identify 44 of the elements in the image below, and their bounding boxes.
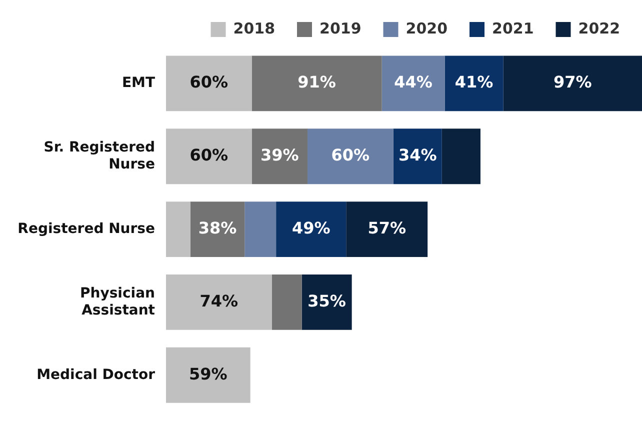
bar xyxy=(166,274,272,330)
legend-label: 2022 xyxy=(578,19,620,38)
legend-label: 2019 xyxy=(320,19,362,38)
y-tick-label: Physician Assistant xyxy=(80,285,156,318)
y-tick-label: Registered Nurse xyxy=(18,220,155,237)
bar xyxy=(166,56,252,112)
bar xyxy=(442,128,480,184)
bar xyxy=(190,202,245,258)
bar xyxy=(308,128,394,184)
data-label: 38% xyxy=(198,218,237,238)
data-label: 57% xyxy=(368,218,406,238)
bar xyxy=(252,128,308,184)
bar xyxy=(166,202,190,258)
data-label: 39% xyxy=(260,146,299,165)
data-label: 91% xyxy=(298,72,336,92)
bar xyxy=(276,202,346,258)
bar xyxy=(272,274,302,330)
legend-label: 2018 xyxy=(233,19,276,38)
data-label: 60% xyxy=(190,72,228,92)
data-label: 35% xyxy=(308,291,346,310)
data-label: 49% xyxy=(292,218,330,238)
bar xyxy=(393,128,442,184)
data-label: 34% xyxy=(398,146,437,165)
data-label: 60% xyxy=(190,146,228,165)
y-tick-label: EMT xyxy=(122,75,156,92)
bar xyxy=(252,56,382,112)
bar xyxy=(166,128,252,184)
legend-label: 2021 xyxy=(492,19,534,38)
y-tick-label: Sr. Registered Nurse xyxy=(44,140,155,172)
bar xyxy=(346,202,428,258)
legend-label: 2020 xyxy=(406,19,448,38)
bar xyxy=(302,274,352,330)
bar xyxy=(444,56,504,112)
bar xyxy=(244,202,276,258)
data-label: 74% xyxy=(200,291,238,310)
data-label: 41% xyxy=(454,72,494,92)
data-label: 44% xyxy=(394,72,432,92)
data-label: 59% xyxy=(189,364,228,384)
y-tick-label: Medical Doctor xyxy=(36,366,156,383)
bar xyxy=(382,56,445,112)
data-label: 97% xyxy=(554,72,592,92)
bar xyxy=(503,56,642,112)
data-label: 60% xyxy=(331,146,370,165)
bar xyxy=(166,347,250,403)
